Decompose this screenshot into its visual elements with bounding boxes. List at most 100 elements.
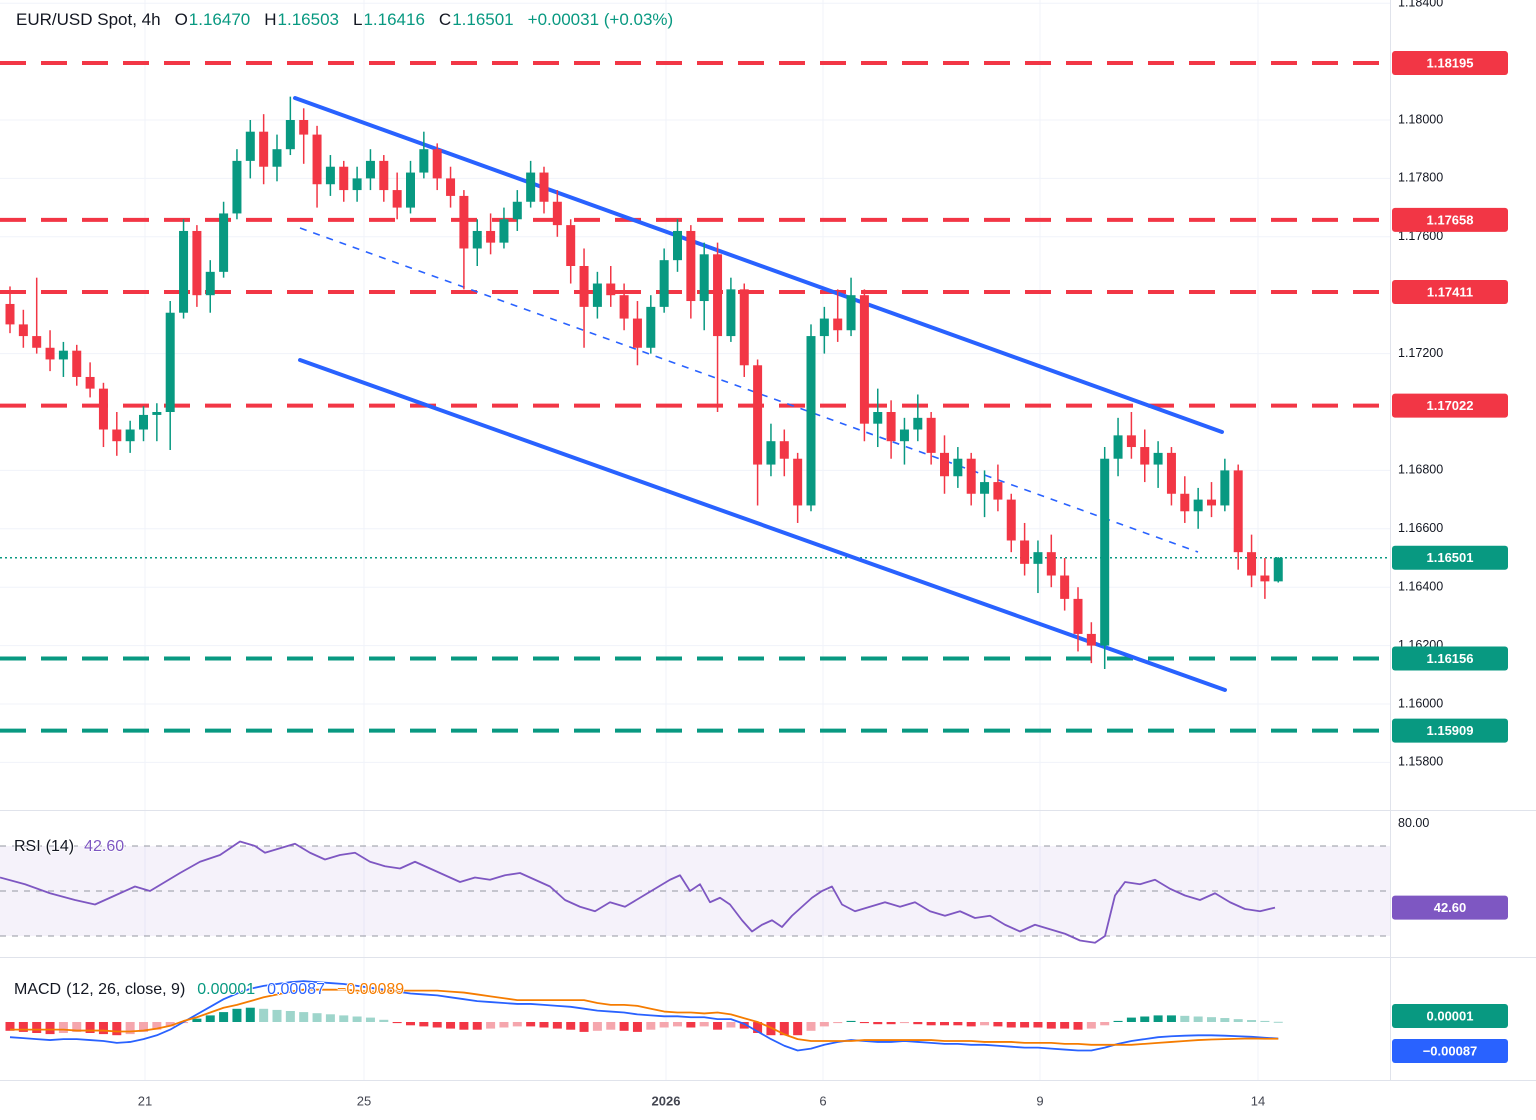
candle-body (1166, 452, 1176, 494)
macd-histogram-bar (1153, 1015, 1163, 1022)
candle-body (886, 412, 896, 442)
macd-histogram-bar (886, 1022, 896, 1025)
candle-body (1260, 575, 1270, 582)
channel-upper-line[interactable] (293, 96, 1224, 434)
macd-histogram-bar (32, 1022, 42, 1033)
candle-body (499, 219, 509, 243)
time-scale-axis[interactable] (0, 1080, 1536, 1120)
channel-mid-line[interactable] (299, 227, 1199, 553)
macd-histogram-bar (379, 1019, 389, 1022)
macd-histogram-bar (245, 1007, 255, 1022)
macd-histogram-bar (953, 1022, 963, 1026)
candle-body (486, 230, 496, 243)
macd-histogram-bar (259, 1008, 269, 1022)
candle-body (1100, 458, 1110, 646)
macd-histogram-bar (699, 1022, 709, 1027)
macd-histogram-bar (552, 1022, 562, 1029)
time-tick-label: 14 (1251, 1093, 1265, 1108)
candle-body (1153, 452, 1163, 465)
macd-histogram-bar (325, 1014, 335, 1022)
candle-body (566, 225, 576, 266)
macd-histogram-bar (486, 1022, 496, 1029)
price-tick-label: 1.16400 (1398, 579, 1443, 593)
candle-body (18, 324, 28, 337)
resistance-level-badge-label: 1.18195 (1427, 55, 1474, 70)
candle-body (432, 149, 442, 179)
candle-body (1180, 493, 1190, 512)
macd-histogram-bar (1046, 1022, 1056, 1029)
candle-body (966, 458, 976, 494)
candle-body (1073, 598, 1083, 634)
macd-histogram-bar (45, 1022, 55, 1035)
macd-histogram-bar (5, 1022, 15, 1031)
resistance-level-badge (1392, 207, 1508, 232)
candle-body (899, 429, 909, 442)
macd-signal-line (10, 988, 1279, 1046)
macd-histogram-bar (980, 1022, 990, 1026)
macd-histogram-bar (472, 1022, 482, 1030)
candle-body (940, 452, 949, 477)
macd-histogram-bar (1086, 1022, 1096, 1029)
macd-histogram-bar (446, 1022, 456, 1029)
macd-histogram-bar (632, 1022, 642, 1032)
candle-body (1033, 552, 1043, 564)
macd-histogram-bar (1180, 1015, 1190, 1022)
macd-histogram-bar (713, 1022, 723, 1030)
macd-histogram-bar (125, 1022, 135, 1035)
candle-body (592, 283, 602, 307)
candle-body (446, 178, 456, 196)
channel-lower-line[interactable] (298, 358, 1227, 692)
candle-body (1193, 499, 1203, 512)
candle-body (539, 172, 549, 202)
candle-body (5, 303, 15, 325)
time-tick-label: 6 (819, 1093, 826, 1108)
candle-body (512, 201, 522, 220)
candle-body (45, 347, 55, 360)
macd-histogram-bar (1233, 1019, 1243, 1022)
macd-histogram-bar (526, 1022, 536, 1027)
macd-histogram-bar (352, 1016, 362, 1022)
resistance-level-badge (1392, 51, 1508, 76)
macd-histogram-bar (1247, 1020, 1257, 1022)
macd-line (9, 980, 1279, 1052)
price-tick-label: 1.16800 (1398, 463, 1443, 477)
macd-histogram-bar (753, 1022, 763, 1033)
grid (0, 0, 1390, 1080)
price-tick-label: 1.18000 (1398, 112, 1443, 126)
macd-histogram-bar (673, 1022, 682, 1027)
macd-histogram-bar (365, 1017, 375, 1022)
candle-body (125, 429, 135, 442)
price-tick-label: 1.17600 (1398, 229, 1443, 243)
candle-body (646, 306, 656, 348)
candle-body (392, 190, 402, 208)
candle-body (192, 230, 202, 296)
candle-body (686, 230, 696, 302)
candle-body (713, 254, 723, 337)
candle-body (365, 160, 375, 179)
macd-histogram-bar (646, 1022, 656, 1030)
candle-body (659, 260, 669, 307)
candle-body (806, 336, 816, 506)
candle-body (579, 266, 589, 307)
candle-body (232, 160, 242, 214)
price-tick-label: 1.17800 (1398, 171, 1443, 185)
candle-body (1113, 435, 1123, 459)
candle-body (179, 230, 189, 313)
candle-body (1046, 552, 1056, 576)
candle-body (459, 195, 469, 249)
candle-body (312, 134, 322, 185)
candle-body (139, 414, 148, 430)
rsi-value-badge (1392, 895, 1508, 920)
macd-histogram-bar (1033, 1022, 1043, 1028)
candle-body (673, 230, 682, 261)
time-tick-label: 2026 (652, 1093, 681, 1108)
candle-body (1140, 447, 1150, 465)
macd-histogram-bar (779, 1022, 789, 1036)
macd-histogram-bar (940, 1022, 949, 1026)
macd-histogram-bar (1273, 1021, 1283, 1023)
candle-body (406, 172, 415, 208)
candle-body (1247, 552, 1257, 576)
candle-body (259, 131, 269, 167)
